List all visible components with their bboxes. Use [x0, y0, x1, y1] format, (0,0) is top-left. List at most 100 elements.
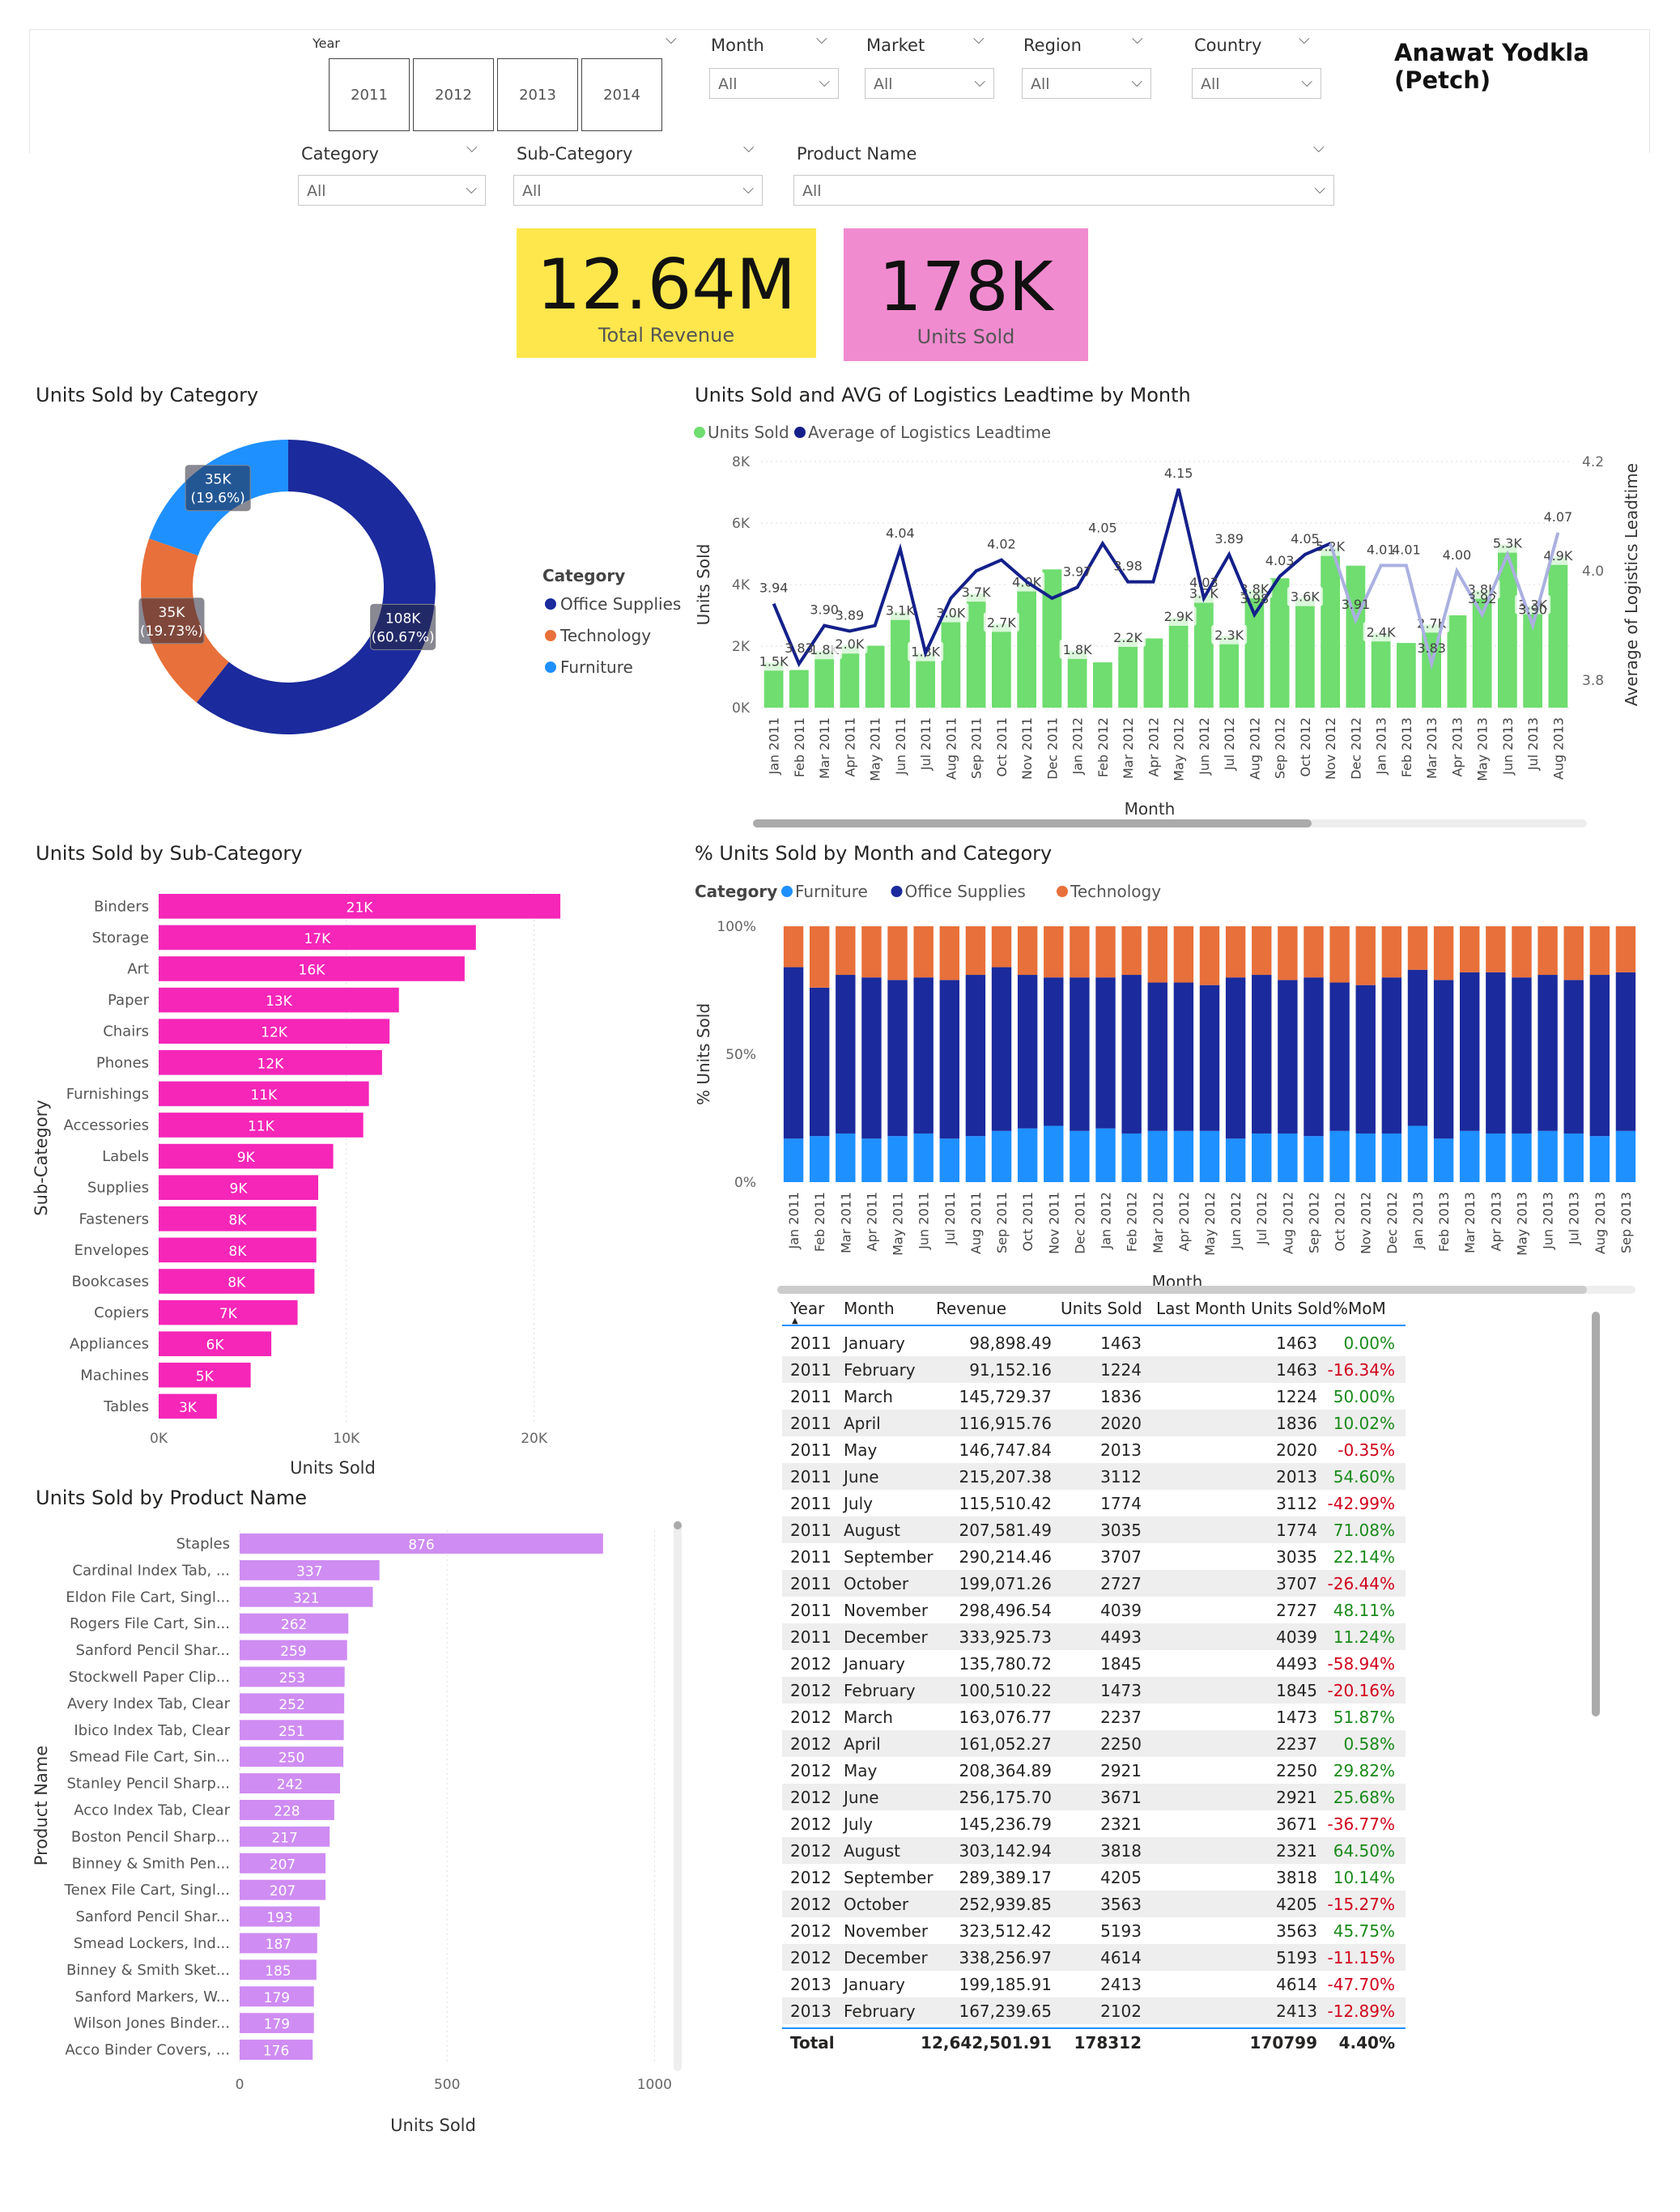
region-dropdown[interactable]: All ⌵ [1022, 68, 1151, 99]
table-row[interactable]: 2012 September 289,389.17 4205 3818 10.14% [782, 1864, 1406, 1891]
chevron-down-icon[interactable]: ⌵ [466, 139, 478, 156]
table-row[interactable]: 2011 June 215,207.38 3112 2013 54.60% [782, 1463, 1406, 1490]
table-cell: -11.15% [1327, 1948, 1395, 1967]
category-dropdown[interactable]: All ⌵ [298, 175, 486, 206]
table-cell: 2012 [790, 1681, 831, 1700]
table-row[interactable]: 2011 August 207,581.49 3035 1774 71.08% [782, 1516, 1406, 1543]
column-header[interactable]: Last Month Units Sold [1156, 1299, 1333, 1318]
column-header[interactable]: Units Sold [1061, 1299, 1142, 1318]
table-cell: 100,510.22 [959, 1681, 1052, 1700]
x-tick-label: Apr 2012 [1146, 717, 1161, 776]
table-row[interactable]: 2012 January 135,780.72 1845 4493 -58.94% [782, 1650, 1406, 1677]
column-header[interactable]: Revenue [936, 1299, 1007, 1318]
table-row[interactable]: 2012 March 163,076.77 2237 1473 51.87% [782, 1704, 1406, 1730]
table-row[interactable]: 2012 May 208,364.89 2921 2250 29.82% [782, 1757, 1406, 1784]
subcat-bar-label: 7K [219, 1306, 238, 1322]
x-tick-label: Sep 2012 [1306, 1192, 1321, 1253]
units-bar-label: 3.7K [962, 585, 991, 600]
stacked-segment-furniture [1121, 1133, 1142, 1182]
subcat-bar-label: 3K [179, 1400, 198, 1416]
chevron-down-icon[interactable]: ⌵ [816, 31, 827, 48]
country-dropdown[interactable]: All ⌵ [1192, 68, 1321, 99]
table-cell: 5193 [1100, 1921, 1142, 1941]
chevron-down-icon[interactable]: ⌵ [1313, 139, 1325, 156]
product-category-label: Ibico Index Tab, Clear [74, 1722, 230, 1739]
table-row[interactable]: 2013 February 167,239.65 2102 2413 -12.89% [782, 1997, 1406, 2024]
table-row[interactable]: 2011 July 115,510.42 1774 3112 -42.99% [782, 1490, 1406, 1516]
chevron-down-icon[interactable]: ⌵ [743, 139, 755, 156]
chevron-down-icon[interactable]: ⌵ [973, 31, 985, 48]
y-tick-label: 100% [717, 919, 756, 935]
table-cell: 2012 [790, 1948, 831, 1967]
bar-label-bg [1160, 606, 1197, 627]
chevron-down-icon[interactable]: ⌵ [666, 31, 677, 48]
year-button-2011[interactable]: 2011 [329, 58, 410, 131]
scroll-thumb [777, 1286, 1587, 1294]
year-button-2012[interactable]: 2012 [413, 58, 494, 131]
table-row[interactable]: 2012 October 252,939.85 3563 4205 -15.27% [782, 1891, 1406, 1917]
stacked-segment-furniture [1486, 1133, 1506, 1182]
table-row[interactable]: 2012 August 303,142.94 3818 2321 64.50% [782, 1837, 1406, 1864]
column-header[interactable]: %MoM [1333, 1299, 1386, 1318]
month-slicer-label: Month [711, 36, 764, 55]
units-bar [1168, 618, 1189, 708]
table-row[interactable]: 2012 February 100,510.22 1473 1845 -20.16% [782, 1677, 1406, 1704]
table-cell: 2413 [1276, 2001, 1317, 2021]
table-row[interactable]: 2012 July 145,236.79 2321 3671 -36.77% [782, 1810, 1406, 1837]
table-cell: 333,925.73 [959, 1627, 1052, 1647]
donut-title: Units Sold by Category [36, 384, 259, 406]
table-cell: 25.68% [1333, 1788, 1395, 1807]
table-cell: 3035 [1100, 1521, 1142, 1540]
stacked-segment-office-supplies [1615, 972, 1636, 1131]
stacked-segment-office-supplies [1121, 975, 1142, 1134]
table-row[interactable]: 2011 December 333,925.73 4493 4039 11.24% [782, 1623, 1406, 1650]
table-cell: 2011 [790, 1414, 831, 1433]
table-row[interactable]: 2011 January 98,898.49 1463 1463 0.00% [782, 1329, 1406, 1356]
table-cell: 208,364.89 [959, 1761, 1052, 1780]
table-cell: 163,076.77 [959, 1708, 1052, 1727]
x-tick-label: Aug 2012 [1280, 1192, 1295, 1254]
subcat-category-label: Copiers [94, 1304, 149, 1321]
column-header[interactable]: Month [844, 1299, 895, 1318]
month-dropdown[interactable]: All ⌵ [709, 68, 839, 99]
table-row[interactable]: 2011 September 290,214.46 3707 3035 22.14% [782, 1543, 1406, 1570]
units-bar [1017, 583, 1036, 708]
table-row[interactable]: 2011 May 146,747.84 2013 2020 -0.35% [782, 1436, 1406, 1463]
total-cell: 170799 [1249, 2033, 1318, 2052]
table-row[interactable]: 2013 January 199,185.91 2413 4614 -47.70% [782, 1971, 1406, 1997]
table-row[interactable]: 2011 March 145,729.37 1836 1224 50.00% [782, 1383, 1406, 1410]
chevron-down-icon[interactable]: ⌵ [1299, 31, 1310, 48]
table-row[interactable]: 2012 November 323,512.42 5193 3563 45.75% [782, 1917, 1406, 1944]
market-dropdown[interactable]: All ⌵ [865, 68, 994, 99]
units-bar-label: 2.3K [1214, 627, 1244, 643]
table-header[interactable]: Year Month Revenue Units Sold Last Month Uni… [782, 1295, 1406, 1326]
subcat-bar [159, 1331, 272, 1356]
stacked-segment-technology [1381, 926, 1402, 978]
column-header[interactable]: Year [790, 1299, 825, 1318]
revenue-card: 12.64M Total Revenue [517, 228, 816, 358]
chevron-down-icon[interactable]: ⌵ [1132, 31, 1143, 48]
product-bar-label: 250 [279, 1750, 304, 1767]
table-cell: 2012 [790, 1868, 831, 1887]
subcat-bar [159, 1300, 298, 1325]
table-row[interactable]: 2012 April 161,052.27 2250 2237 0.58% [782, 1730, 1406, 1757]
sort-ascending-icon[interactable]: ▲ [792, 1317, 798, 1325]
table-row[interactable]: 2012 June 256,175.70 3671 2921 25.68% [782, 1784, 1406, 1810]
x-tick-label: Jan 2012 [1099, 1192, 1114, 1249]
table-row[interactable]: 2011 February 91,152.16 1224 1463 -16.34% [782, 1356, 1406, 1383]
table-row[interactable]: 2012 December 338,256.97 4614 5193 -11.15% [782, 1944, 1406, 1971]
x-tick-label: 0 [236, 2077, 245, 2093]
year-button-2013[interactable]: 2013 [497, 58, 578, 131]
table-row[interactable]: 2011 October 199,071.26 2727 3707 -26.44% [782, 1570, 1406, 1597]
table-row[interactable]: 2011 November 298,496.54 4039 2727 48.11% [782, 1597, 1406, 1623]
table-cell: 2012 [790, 1788, 831, 1807]
subcat-category-label: Machines [80, 1367, 149, 1384]
subcategory-dropdown[interactable]: All ⌵ [513, 175, 763, 206]
product-category-label: Sanford Pencil Shar... [75, 1908, 230, 1925]
year-button-2014[interactable]: 2014 [581, 58, 662, 131]
product-dropdown[interactable]: All ⌵ [793, 175, 1334, 206]
table-scrollbar[interactable] [1592, 1312, 1600, 1716]
table-row[interactable]: 2011 April 116,915.76 2020 1836 10.02% [782, 1410, 1406, 1436]
product-title: Units Sold by Product Name [36, 1487, 308, 1509]
stacked-segment-office-supplies [939, 980, 959, 1139]
